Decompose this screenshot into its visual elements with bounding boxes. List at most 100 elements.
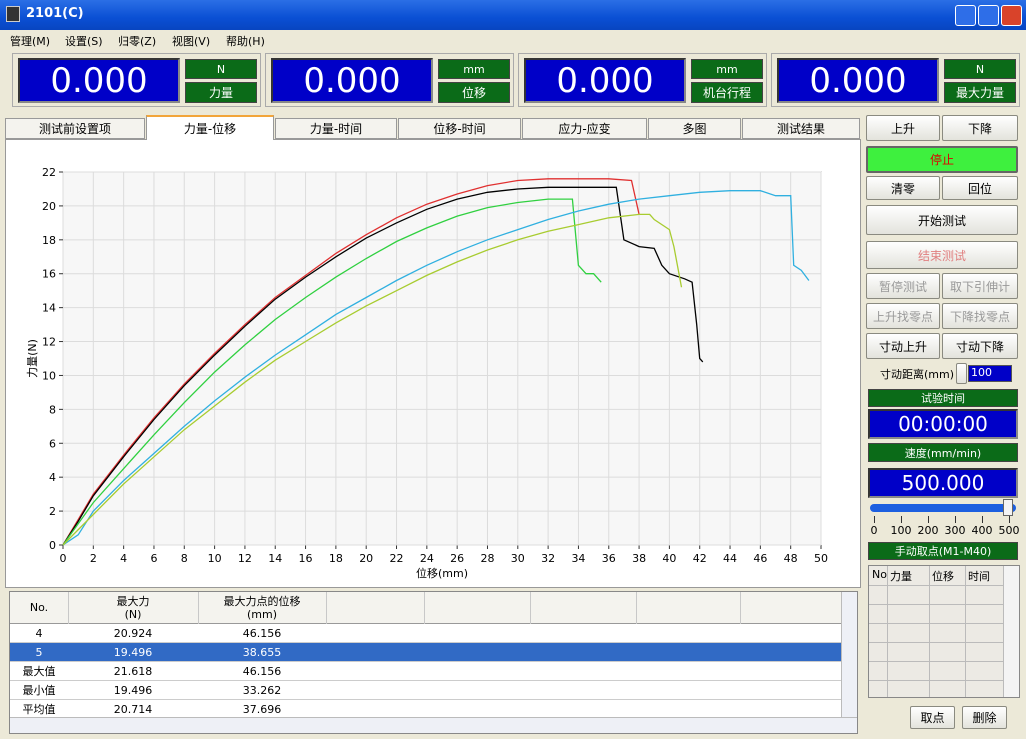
readout-unit: mm	[438, 59, 510, 79]
points-col-line	[887, 566, 888, 697]
window-title: 2101(C)	[26, 6, 84, 21]
tab[interactable]: 应力-应变	[522, 118, 647, 139]
x-axis-label: 位移(mm)	[416, 566, 468, 580]
x-tick-label: 4	[120, 552, 127, 565]
button[interactable]: 回位	[942, 176, 1018, 200]
x-tick-label: 50	[814, 552, 828, 565]
table-cell: 46.156	[242, 664, 282, 678]
speed-display: 500.000	[868, 468, 1018, 498]
maximize-button[interactable]	[978, 5, 999, 26]
y-tick-label: 6	[49, 437, 56, 450]
button[interactable]: 停止	[866, 146, 1018, 173]
menu-item[interactable]: 设置(S)	[65, 35, 103, 48]
button[interactable]: 取点	[910, 706, 955, 729]
tab[interactable]: 测试结果	[742, 118, 860, 139]
points-row-line	[869, 585, 1003, 586]
points-row-line	[869, 642, 1003, 643]
y-tick-label: 4	[49, 471, 56, 484]
speed-slider-thumb[interactable]	[1003, 499, 1013, 516]
menu-item[interactable]: 归零(Z)	[118, 35, 157, 48]
title-bar: 2101(C)	[0, 0, 1026, 30]
x-tick-label: 32	[541, 552, 555, 565]
y-tick-label: 18	[42, 234, 56, 247]
menu-item[interactable]: 帮助(H)	[226, 35, 265, 48]
menu-item[interactable]: 视图(V)	[172, 35, 211, 48]
results-table: No. 最大力 (N) 最大力点的位移 (mm) 4 20.924 46.156 5 19.496…	[9, 591, 858, 734]
table-cell: 19.496	[113, 645, 153, 659]
table-row[interactable]: 最大值 21.618 46.156	[10, 662, 841, 681]
table-cell: 21.618	[113, 664, 153, 678]
points-scrollbar[interactable]	[1003, 566, 1019, 697]
minimize-button[interactable]	[955, 5, 976, 26]
plot-area	[62, 171, 822, 546]
time-display: 00:00:00	[868, 409, 1018, 439]
tab[interactable]: 力量-时间	[275, 118, 397, 139]
y-tick-label: 2	[49, 505, 56, 518]
time-label: 试验时间	[868, 389, 1018, 407]
tab[interactable]: 位移-时间	[398, 118, 521, 139]
x-tick-label: 44	[723, 552, 737, 565]
button[interactable]: 开始测试	[866, 205, 1018, 235]
x-tick-label: 10	[208, 552, 222, 565]
x-tick-label: 12	[238, 552, 252, 565]
slider-tick-label: 500	[998, 524, 1020, 537]
button[interactable]: 寸动下降	[942, 333, 1018, 359]
curve	[62, 190, 810, 546]
x-tick-label: 48	[784, 552, 798, 565]
points-header: 时间	[968, 570, 990, 583]
slider-tick	[955, 516, 956, 523]
table-cell: 平均值	[22, 703, 56, 716]
jog-input[interactable]: 100	[968, 365, 1012, 382]
button[interactable]: 取下引伸计	[942, 273, 1018, 299]
slider-tick	[928, 516, 929, 523]
button[interactable]: 寸动上升	[866, 333, 940, 359]
table-cell: 37.696	[242, 702, 282, 716]
tab[interactable]: 多图	[648, 118, 741, 139]
x-tick-label: 20	[359, 552, 373, 565]
button[interactable]: 暂停测试	[866, 273, 940, 299]
chart-panel: 0 2 4 6 8 10 12 14 16 18 20 22 24 26 28 30 32 34 36 38 40 42 4…	[5, 139, 861, 588]
points-row-line	[869, 661, 1003, 662]
button[interactable]: 下降	[942, 115, 1018, 141]
x-tick-label: 36	[602, 552, 616, 565]
x-tick-label: 2	[90, 552, 97, 565]
readout-unit: N	[185, 59, 257, 79]
table-row[interactable]: 5 19.496 38.655	[10, 643, 841, 662]
table-cell: 46.156	[242, 626, 282, 640]
table-row[interactable]: 最小值 19.496 33.262	[10, 681, 841, 700]
tab[interactable]: 测试前设置项	[5, 118, 145, 139]
button[interactable]: 下降找零点	[942, 303, 1018, 329]
button[interactable]: 删除	[962, 706, 1007, 729]
table-row[interactable]: 4 20.924 46.156	[10, 624, 841, 643]
points-row-line	[869, 604, 1003, 605]
vertical-scrollbar[interactable]	[841, 592, 857, 717]
x-tick-label: 8	[181, 552, 188, 565]
table-cell: 最小值	[22, 684, 56, 697]
x-tick-label: 0	[60, 552, 67, 565]
spinner[interactable]	[956, 363, 967, 384]
horizontal-scrollbar[interactable]	[10, 717, 857, 733]
button[interactable]: 结束测试	[866, 241, 1018, 269]
tab[interactable]: 力量-位移	[146, 115, 274, 140]
column-header: No.	[29, 600, 49, 614]
menu-item[interactable]: 管理(M)	[10, 35, 51, 48]
chart: 0 2 4 6 8 10 12 14 16 18 20 22 24 26 28 30 32 34 36 38 40 42 4…	[26, 166, 828, 580]
table-cell: 5	[35, 645, 43, 659]
slider-tick-label: 300	[944, 524, 966, 537]
button[interactable]: 上升找零点	[866, 303, 940, 329]
x-tick-label: 40	[662, 552, 676, 565]
slider-tick	[874, 516, 875, 523]
close-button[interactable]	[1001, 5, 1022, 26]
readout-unit: N	[944, 59, 1016, 79]
slider-tick-label: 200	[917, 524, 939, 537]
y-tick-label: 0	[49, 539, 56, 552]
x-tick-label: 16	[299, 552, 313, 565]
button[interactable]: 清零	[866, 176, 940, 200]
button[interactable]: 上升	[866, 115, 940, 141]
readout-label: 机台行程	[691, 82, 763, 103]
y-axis-label: 力量(N)	[26, 339, 39, 378]
x-tick-label: 38	[632, 552, 646, 565]
slider-tick	[1009, 516, 1010, 523]
readout: 0.000 mm 机台行程	[518, 53, 767, 107]
